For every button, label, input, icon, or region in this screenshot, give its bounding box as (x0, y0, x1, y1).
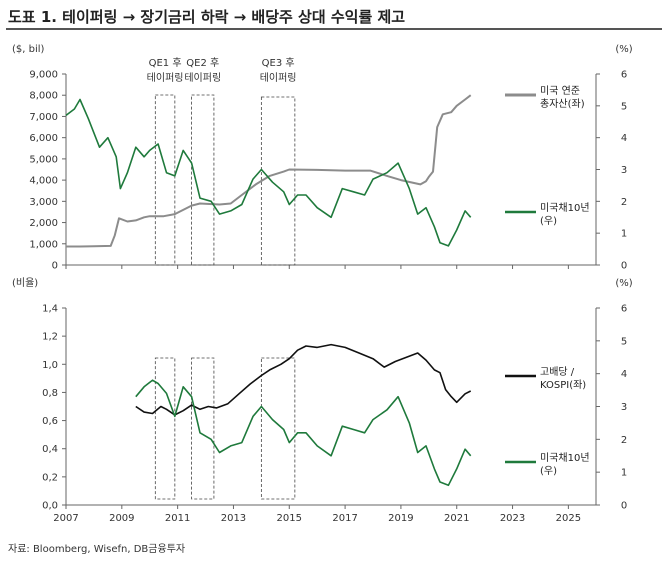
x-tick-label: 2011 (165, 513, 190, 524)
annotation-label: 테이퍼링 (184, 72, 221, 84)
taper-period-box (154, 357, 176, 500)
legend-label: (우) (540, 215, 557, 227)
left-tick-label: 4,000 (29, 176, 58, 187)
legend-label: KOSPI(좌) (540, 379, 586, 391)
right-tick-label: 0 (621, 501, 627, 512)
x-tick-label: 2025 (556, 513, 581, 524)
right-tick-label: 2 (621, 435, 627, 446)
left-tick-label: 0,8 (42, 388, 58, 399)
left-tick-label: 0,2 (42, 472, 58, 483)
right-tick-label: 3 (621, 402, 627, 413)
series-line (135, 379, 472, 487)
bottom-chart: (비율) (%) 0,0 0,2 0,4 0,6 0,8 1,0 1,2 1,4 0 1 2 3 4 5 6 20… (12, 277, 633, 524)
legend-label: 미국 연준 (540, 85, 580, 97)
left-tick-label: 7,000 (29, 112, 58, 123)
legend-label: (우) (540, 465, 557, 477)
left-tick-label: 1,2 (42, 332, 58, 343)
x-tick-label: 2007 (53, 513, 78, 524)
x-tick-label: 2017 (332, 513, 357, 524)
x-tick-label: 2013 (221, 513, 246, 524)
title-divider (6, 28, 662, 30)
left-unit-label: ($, bil) (12, 44, 45, 55)
top-chart: ($, bil) (%) 0 1,000 2,000 3,000 4,000 5,000 6,0… (12, 44, 633, 272)
left-tick-label: 8,000 (29, 91, 58, 102)
left-tick-label: 9,000 (29, 70, 58, 81)
left-tick-label: 2,000 (29, 218, 58, 229)
right-unit-label: (%) (615, 44, 632, 55)
taper-period-box (154, 94, 176, 266)
legend-label: 총자산(좌) (540, 98, 585, 110)
legend-label: 미국채10년 (540, 202, 590, 214)
right-tick-label: 1 (621, 229, 627, 240)
right-tick-label: 0 (621, 261, 627, 272)
x-tick-label: 2023 (500, 513, 525, 524)
series-line (65, 98, 472, 247)
annotation-label: QE2 후 (186, 57, 219, 69)
left-tick-label: 0,6 (42, 416, 58, 427)
left-tick-label: 6,000 (29, 133, 58, 144)
annotation-label: QE3 후 (262, 57, 295, 69)
left-unit-label: (비율) (12, 277, 38, 289)
taper-period-box (260, 96, 296, 266)
left-tick-label: 1,0 (42, 360, 58, 371)
page-title: 도표 1. 테이퍼링 → 장기금리 하락 → 배당주 상대 수익률 제고 (8, 8, 406, 26)
right-tick-label: 2 (621, 197, 627, 208)
x-tick-label: 2019 (388, 513, 413, 524)
left-tick-label: 5,000 (29, 154, 58, 165)
legend-label: 미국채10년 (540, 452, 590, 464)
right-tick-label: 1 (621, 468, 627, 479)
right-tick-label: 3 (621, 165, 627, 176)
annotation-label: QE1 후 (149, 57, 182, 69)
right-tick-label: 6 (621, 70, 627, 81)
source-note: 자료: Bloomberg, Wisefn, DB금융투자 (8, 544, 186, 555)
legend-label: 고배당 / (540, 366, 575, 378)
right-tick-label: 4 (621, 369, 627, 380)
taper-period-box (260, 357, 296, 500)
right-tick-label: 4 (621, 133, 627, 144)
right-tick-label: 5 (621, 336, 627, 347)
right-tick-label: 6 (621, 304, 627, 315)
series-line (135, 343, 472, 416)
annotation-label: 테이퍼링 (147, 72, 184, 84)
taper-period-box (191, 357, 215, 500)
left-tick-label: 0,0 (42, 501, 58, 512)
annotation-label: 테이퍼링 (260, 72, 297, 84)
left-tick-label: 0,4 (42, 444, 58, 455)
x-tick-label: 2015 (277, 513, 302, 524)
taper-period-box (191, 94, 215, 266)
x-tick-label: 2021 (444, 513, 469, 524)
right-tick-label: 5 (621, 101, 627, 112)
x-tick-label: 2009 (109, 513, 134, 524)
left-tick-label: 1,000 (29, 239, 58, 250)
left-tick-label: 3,000 (29, 197, 58, 208)
left-tick-label: 1,4 (42, 304, 58, 315)
right-unit-label: (%) (615, 278, 632, 289)
series-line (66, 94, 472, 248)
left-tick-label: 0 (52, 261, 58, 272)
